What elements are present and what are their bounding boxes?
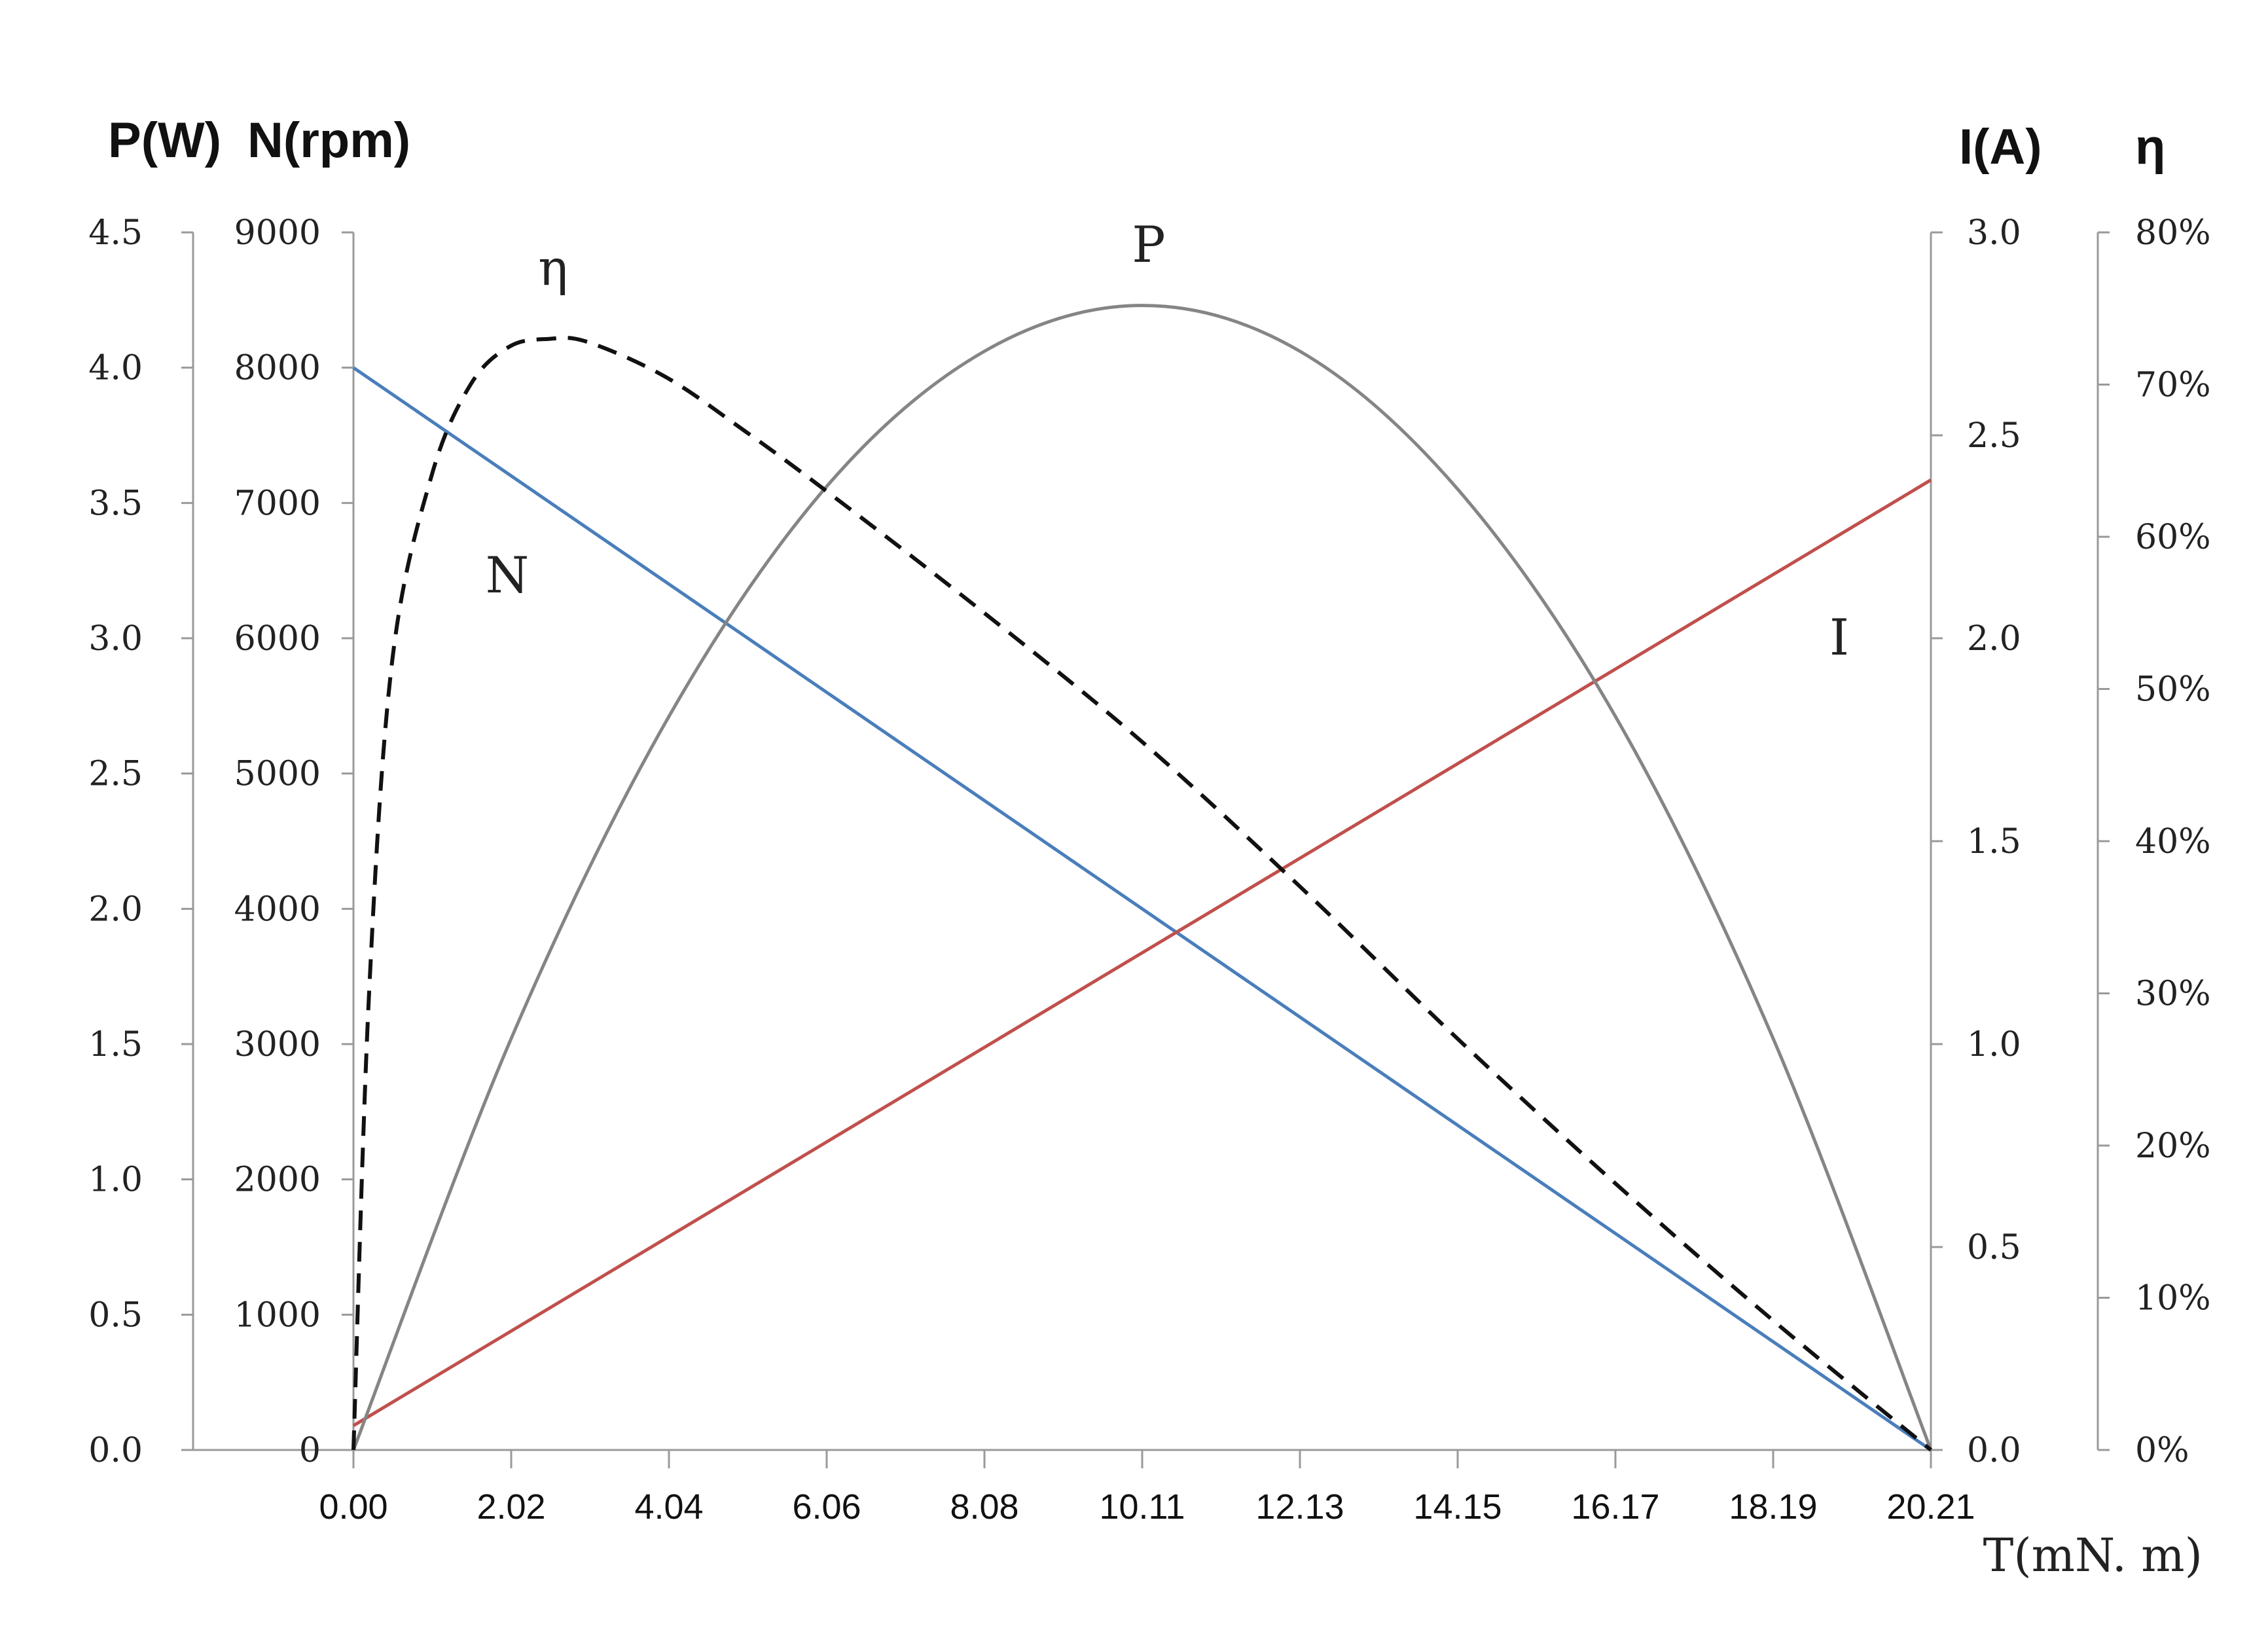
x-tick-label: 20.21 [1886, 1487, 1975, 1527]
y-tick-label-eta: 10% [2135, 1279, 2211, 1318]
y-tick-label-P: 1.0 [88, 1161, 143, 1200]
series-line-P [351, 304, 1933, 1451]
y-tick-label-I: 3.0 [1967, 213, 2021, 253]
x-tick-label: 8.08 [950, 1487, 1018, 1527]
y-tick-label-eta: 40% [2135, 822, 2211, 861]
y-tick-label-I: 0.0 [1967, 1431, 2021, 1470]
x-tick-label: 2.02 [477, 1487, 545, 1527]
y-tick-label-eta: 80% [2135, 213, 2211, 253]
y-tick-label-P: 2.0 [88, 890, 143, 929]
y-tick-label-eta: 60% [2135, 518, 2211, 557]
x-tick-label: 6.06 [792, 1487, 861, 1527]
x-tick-label: 0.00 [319, 1487, 387, 1527]
y-tick-label-eta: 20% [2135, 1127, 2211, 1166]
x-axis-label: T(mN. m) [1983, 1529, 2203, 1582]
y-tick-label-I: 1.5 [1967, 822, 2021, 861]
y-tick-label-eta: 0% [2135, 1431, 2189, 1470]
y-tick-label-N: 0 [299, 1431, 321, 1470]
y-tick-label-P: 0.0 [88, 1431, 143, 1470]
series-label-N: N [486, 546, 530, 604]
y-tick-label-N: 2000 [234, 1161, 321, 1200]
y-tick-label-I: 1.0 [1967, 1025, 2021, 1064]
y-tick-label-N: 7000 [234, 484, 321, 523]
series-label-P: P [1132, 215, 1165, 274]
axis-title-eta: η [2135, 119, 2165, 175]
axes-layer: 0.00 2.02 4.04 6.06 8.08 10.11 12.13 14.15 16.17… [88, 213, 2210, 1527]
y-tick-label-I: 2.5 [1967, 416, 2021, 456]
x-tick-label: 16.17 [1571, 1487, 1659, 1527]
series-line-eta [351, 336, 1932, 1452]
y-tick-label-eta: 70% [2135, 366, 2211, 405]
y-tick-label-P: 3.0 [88, 619, 143, 659]
labels-layer: T(mN. m) P(W) N(rpm) I(A) η N I Pη [108, 113, 2203, 1582]
y-tick-label-eta: 30% [2135, 975, 2211, 1014]
y-tick-label-N: 8000 [234, 349, 321, 388]
series-line-I [352, 479, 1932, 1427]
y-tick-label-N: 4000 [234, 890, 321, 929]
y-tick-label-P: 4.0 [88, 349, 143, 388]
y-tick-label-eta: 50% [2135, 670, 2211, 710]
y-tick-label-P: 3.5 [88, 484, 143, 523]
y-tick-label-I: 0.5 [1967, 1228, 2021, 1267]
axis-title-n: N(rpm) [247, 113, 410, 168]
x-tick-label: 18.19 [1729, 1487, 1817, 1527]
y-tick-label-P: 1.5 [88, 1025, 143, 1064]
series-label-I: I [1829, 608, 1849, 666]
y-tick-label-P: 2.5 [88, 755, 143, 794]
x-tick-label: 4.04 [634, 1487, 703, 1527]
axis-title-p: P(W) [108, 113, 221, 168]
y-tick-label-N: 1000 [234, 1295, 321, 1335]
y-tick-label-P: 0.5 [88, 1295, 143, 1335]
y-tick-label-P: 4.5 [88, 213, 143, 253]
y-tick-label-N: 9000 [234, 213, 321, 253]
y-tick-label-N: 6000 [234, 619, 321, 659]
x-tick-label: 10.11 [1099, 1487, 1185, 1527]
x-tick-label: 14.15 [1413, 1487, 1502, 1527]
series-line-N [352, 366, 1932, 1452]
x-tick-label: 12.13 [1255, 1487, 1344, 1527]
y-tick-label-I: 2.0 [1967, 619, 2021, 659]
y-tick-label-N: 5000 [234, 755, 321, 794]
axis-title-i: I(A) [1959, 119, 2042, 175]
series-label-eta: η [538, 238, 568, 297]
y-tick-label-N: 3000 [234, 1025, 321, 1064]
series-layer [351, 304, 1933, 1452]
